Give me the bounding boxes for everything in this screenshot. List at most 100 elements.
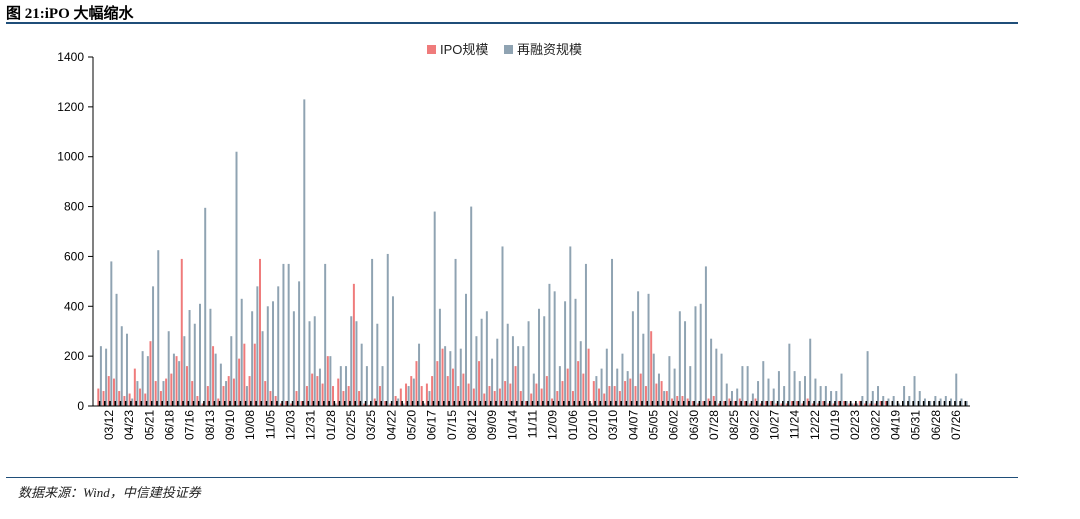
x-tick-label: 01/28 [324,410,338,440]
bar-refi [944,396,947,406]
bar-ipo [363,403,366,406]
x-tick-label: 07/16 [183,410,197,440]
x-tick-label: 06/18 [163,410,177,440]
bar-refi [548,283,551,406]
bar-ipo [837,401,840,406]
date-marker [296,401,299,406]
date-marker [735,401,737,406]
bar-ipo [97,388,100,406]
legend-label-refi: 再融资规模 [517,42,582,57]
date-marker [766,401,769,406]
bar-ipo [243,343,246,406]
bar-ipo [618,391,621,406]
date-marker [594,401,596,406]
bar-refi [767,378,770,406]
bar-ipo [717,403,720,406]
bar-ipo [759,403,762,406]
x-tick-label: 02/10 [586,410,600,440]
date-marker [411,401,414,406]
bar-ipo [879,401,882,406]
date-marker [484,401,487,406]
bar-refi [225,381,228,406]
bar-ipo [212,346,215,406]
bar-ipo [566,368,569,406]
x-tick-label: 12/22 [808,410,822,440]
bar-refi [804,376,806,406]
bar-refi [402,403,405,406]
x-tick-label: 09/09 [485,410,499,440]
bar-ipo [822,401,825,406]
bar-refi [751,393,754,406]
x-tick-label: 07/28 [707,410,721,440]
y-tick-label: 0 [77,399,84,413]
bar-refi [850,403,853,406]
date-marker [406,401,409,406]
bar-ipo [827,403,830,406]
date-marker [912,401,915,406]
bar-refi [809,338,812,406]
bar-ipo [446,376,449,406]
bar-ipo [389,403,392,406]
bar-ipo [697,403,700,406]
bar-refi [584,263,587,406]
date-marker [396,401,398,406]
bar-ipo [332,386,335,406]
bar-refi [887,398,890,406]
date-marker [573,401,576,406]
bar-refi [506,323,509,406]
date-marker [516,401,518,406]
bar-refi [845,401,848,406]
legend-swatch-refi [504,45,513,54]
bar-refi [365,366,368,406]
date-marker [531,401,534,406]
bar-refi [939,398,942,406]
bar-ipo [598,388,601,406]
bar-refi [459,348,462,406]
bar-ipo [342,391,345,406]
bar-refi [840,373,843,406]
bar-ipo [378,386,381,406]
bar-refi [324,263,327,406]
date-marker [589,401,591,406]
bar-refi [125,333,128,406]
bar-refi [256,286,259,406]
bar-refi [214,353,217,406]
bar-ipo [853,403,856,406]
bar-refi [736,388,739,406]
date-marker [907,401,909,406]
bar-ipo [326,356,329,406]
bar-refi [819,386,822,406]
bar-refi [360,343,363,406]
bar-refi [965,401,968,406]
x-tick-label: 11/11 [526,410,540,439]
bar-refi [105,348,108,406]
date-marker [156,401,158,406]
date-marker [437,401,440,406]
bar-refi [960,398,963,406]
bar-refi [798,381,801,406]
bar-refi [652,353,655,406]
bar-ipo [206,386,209,406]
date-marker [218,401,221,406]
bar-refi [814,378,817,406]
date-marker [432,401,435,406]
date-marker [359,401,362,406]
bar-refi [209,308,212,406]
x-tick-label: 10/14 [505,410,519,440]
date-marker [463,401,466,406]
date-marker [792,401,795,406]
date-marker [145,401,148,406]
bar-ipo [180,258,183,406]
date-marker [505,401,508,406]
bar-ipo [102,391,105,406]
date-marker [390,401,393,406]
bar-ipo [686,398,689,406]
bar-ipo [749,403,752,406]
bar-refi [678,311,681,406]
bar-refi [579,341,582,406]
date-marker [281,401,283,406]
bar-ipo [843,401,846,406]
bar-refi [141,351,144,406]
legend-swatch-ipo [427,45,436,54]
bar-refi [783,386,786,406]
